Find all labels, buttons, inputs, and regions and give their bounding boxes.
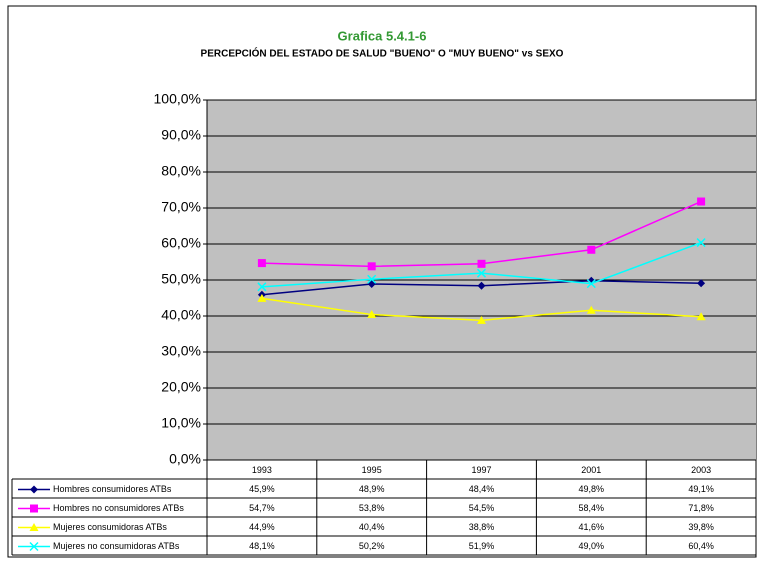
legend-label: Mujeres consumidoras ATBs [53, 522, 167, 532]
y-tick-label: 100,0% [154, 91, 201, 107]
table-value: 44,9% [249, 522, 275, 532]
marker [697, 279, 706, 288]
table-value: 54,7% [249, 503, 275, 513]
table-value: 38,8% [469, 522, 495, 532]
table-value: 60,4% [688, 541, 714, 551]
y-tick-label: 20,0% [161, 379, 201, 395]
marker [476, 268, 487, 278]
marker [586, 279, 596, 289]
marker [477, 315, 486, 324]
x-tick-label: 1995 [362, 465, 382, 475]
marker [30, 504, 38, 513]
marker [257, 282, 267, 292]
y-tick-label: 70,0% [161, 199, 201, 215]
y-tick-label: 30,0% [161, 343, 201, 359]
table-value: 49,1% [688, 484, 714, 494]
marker [257, 293, 267, 302]
y-tick-label: 0,0% [169, 451, 201, 467]
table-value: 71,8% [688, 503, 714, 513]
table-value: 48,1% [249, 541, 275, 551]
marker [29, 523, 39, 531]
marker [696, 238, 706, 248]
x-tick-label: 1997 [471, 465, 491, 475]
marker [257, 259, 266, 268]
legend-label: Mujeres no consumidoras ATBs [53, 541, 180, 551]
table-value: 54,5% [469, 503, 495, 513]
marker [696, 312, 706, 321]
marker [30, 485, 38, 494]
y-tick-label: 10,0% [161, 415, 201, 431]
marker [367, 274, 377, 284]
y-tick-label: 50,0% [161, 271, 201, 287]
table-value: 49,0% [579, 541, 605, 551]
marker [587, 245, 596, 254]
chart-subtitle: PERCEPCIÓN DEL ESTADO DE SALUD "BUENO" O… [201, 47, 564, 60]
table-value: 51,9% [469, 541, 495, 551]
table-value: 49,8% [579, 484, 605, 494]
marker [586, 305, 596, 314]
marker [477, 259, 486, 268]
chart-title: Grafica 5.4.1-6 [338, 28, 427, 43]
marker [367, 262, 376, 271]
table-value: 48,4% [469, 484, 495, 494]
legend-label: Hombres consumidores ATBs [53, 484, 172, 494]
table-value: 48,9% [359, 484, 385, 494]
marker [697, 197, 706, 206]
table-value: 45,9% [249, 484, 275, 494]
table-value: 39,8% [688, 522, 714, 532]
table-value: 50,2% [359, 541, 385, 551]
x-tick-label: 1993 [252, 465, 272, 475]
marker [367, 310, 377, 319]
y-tick-label: 80,0% [161, 163, 201, 179]
legend-label: Hombres no consumidores ATBs [53, 503, 184, 513]
y-tick-label: 40,0% [161, 307, 201, 323]
y-tick-label: 90,0% [161, 127, 201, 143]
marker [29, 541, 39, 552]
table-value: 40,4% [359, 522, 385, 532]
x-tick-label: 2003 [691, 465, 711, 475]
table-value: 58,4% [579, 503, 605, 513]
marker [477, 281, 486, 290]
x-tick-label: 2001 [581, 465, 601, 475]
y-tick-label: 60,0% [161, 235, 201, 251]
table-value: 41,6% [579, 522, 605, 532]
table-value: 53,8% [359, 503, 385, 513]
